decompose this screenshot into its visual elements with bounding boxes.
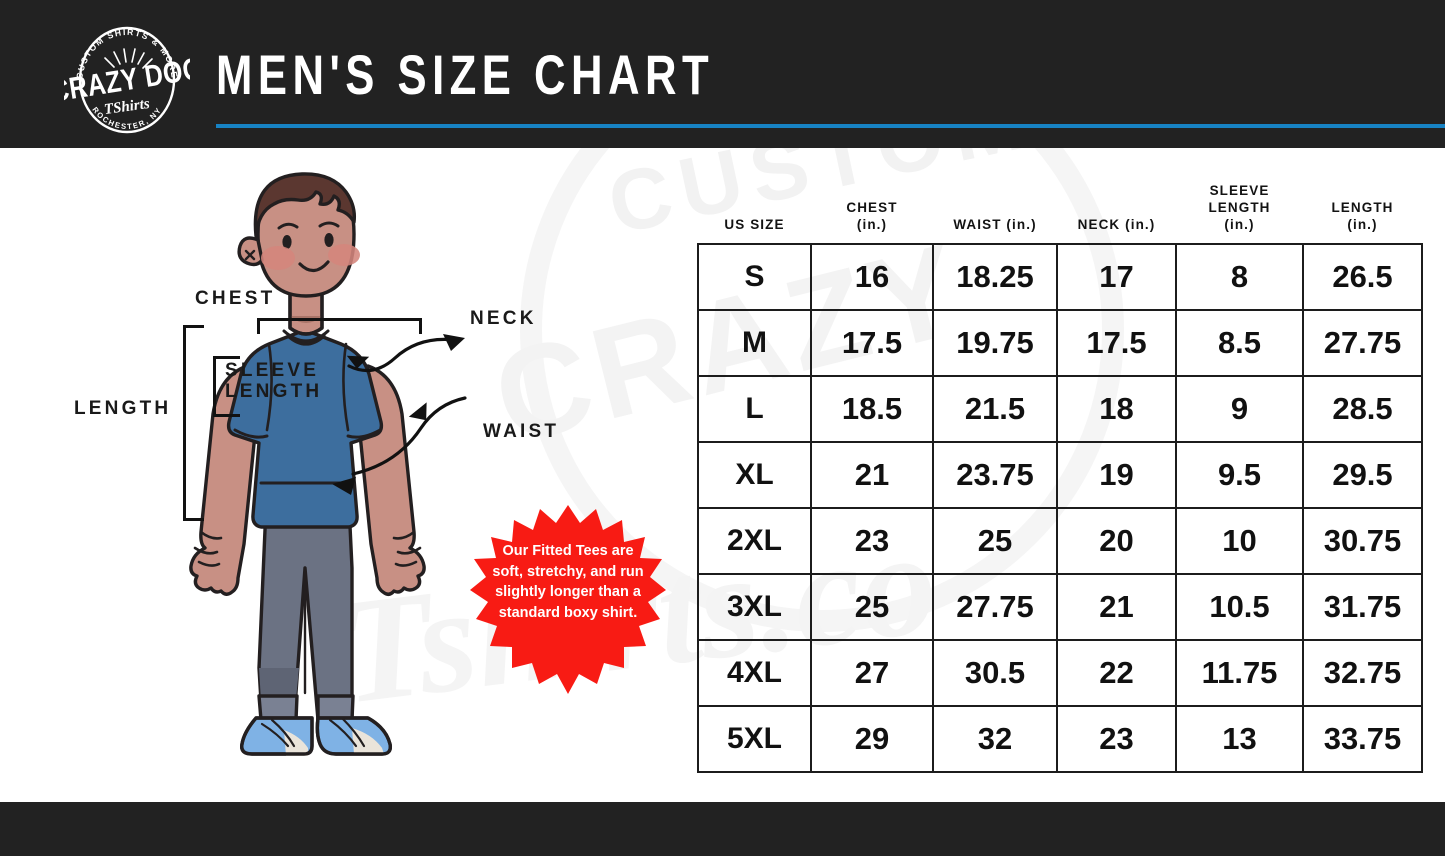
table-row: M 17.5 19.75 17.5 8.5 27.75 [697, 308, 1423, 377]
cell-length: 33.75 [1302, 704, 1423, 773]
cell-neck: 21 [1056, 572, 1177, 641]
table-row: 3XL 25 27.75 21 10.5 31.75 [697, 572, 1423, 641]
cell-waist: 32 [932, 704, 1058, 773]
label-neck: NECK [470, 308, 537, 329]
cell-sleeve-length: 9 [1175, 374, 1304, 443]
cell-sleeve-length: 11.75 [1175, 638, 1304, 707]
table-header-row: US SIZE CHEST (in.) WAIST (in.) NECK (in… [698, 183, 1422, 244]
cell-neck: 22 [1056, 638, 1177, 707]
fitted-tee-callout: Our Fitted Tees are soft, stretchy, and … [470, 505, 666, 713]
sleeve-bracket [213, 356, 240, 417]
cell-waist: 27.75 [932, 572, 1058, 641]
cell-neck: 18 [1056, 374, 1177, 443]
size-table-container: US SIZE CHEST (in.) WAIST (in.) NECK (in… [697, 183, 1423, 773]
cell-us-size: 5XL [697, 704, 812, 773]
cell-sleeve-length: 10.5 [1175, 572, 1304, 641]
column-header-length: LENGTH (in.) [1331, 199, 1394, 232]
male-figure-illustration [0, 148, 690, 802]
cell-waist: 18.25 [932, 242, 1058, 311]
cell-waist: 25 [932, 506, 1058, 575]
chest-bracket [257, 318, 422, 334]
cell-us-size: M [697, 308, 812, 377]
starburst-shape [470, 505, 666, 694]
cell-us-size: L [697, 374, 812, 443]
table-row: 4XL 27 30.5 22 11.75 32.75 [697, 638, 1423, 707]
size-table: US SIZE CHEST (in.) WAIST (in.) NECK (in… [697, 183, 1423, 773]
cell-sleeve-length: 10 [1175, 506, 1304, 575]
cell-chest: 23 [810, 506, 934, 575]
cell-chest: 29 [810, 704, 934, 773]
header-bar: CUSTOM SHIRTS & MORE ROCHESTER, NY CRAZY… [0, 0, 1445, 148]
table-row: L 18.5 21.5 18 9 28.5 [697, 374, 1423, 443]
label-length: LENGTH [74, 398, 172, 419]
cell-waist: 23.75 [932, 440, 1058, 509]
table-row: 5XL 29 32 23 13 33.75 [697, 704, 1423, 773]
cell-chest: 18.5 [810, 374, 934, 443]
label-chest: CHEST [195, 288, 276, 309]
cell-chest: 16 [810, 242, 934, 311]
cell-waist: 19.75 [932, 308, 1058, 377]
callout-text: Our Fitted Tees are soft, stretchy, and … [492, 543, 644, 621]
cell-length: 28.5 [1302, 374, 1423, 443]
cell-us-size: 4XL [697, 638, 812, 707]
column-header-chest: CHEST (in.) [846, 199, 898, 232]
cell-chest: 21 [810, 440, 934, 509]
column-header-us-size: US SIZE [724, 216, 785, 232]
crazy-dog-logo: CUSTOM SHIRTS & MORE ROCHESTER, NY CRAZY… [64, 20, 190, 140]
column-header-neck: NECK (in.) [1077, 216, 1156, 232]
label-waist: WAIST [483, 421, 560, 442]
cell-waist: 30.5 [932, 638, 1058, 707]
footer-bar [0, 802, 1445, 856]
table-row: 2XL 23 25 20 10 30.75 [697, 506, 1423, 575]
cell-length: 30.75 [1302, 506, 1423, 575]
header-accent-rule [216, 124, 1445, 128]
cell-chest: 27 [810, 638, 934, 707]
cell-length: 26.5 [1302, 242, 1423, 311]
cell-us-size: 2XL [697, 506, 812, 575]
label-sleeve-length: SLEEVE LENGTH [225, 360, 323, 403]
table-row: XL 21 23.75 19 9.5 29.5 [697, 440, 1423, 509]
page-title: MEN'S SIZE CHART [216, 43, 715, 106]
cell-waist: 21.5 [932, 374, 1058, 443]
cell-neck: 17 [1056, 242, 1177, 311]
cell-sleeve-length: 9.5 [1175, 440, 1304, 509]
cell-us-size: S [697, 242, 812, 311]
cell-length: 32.75 [1302, 638, 1423, 707]
cell-neck: 23 [1056, 704, 1177, 773]
column-header-sleeve-length: SLEEVE LENGTH (in.) [1208, 183, 1271, 232]
cell-sleeve-length: 13 [1175, 704, 1304, 773]
svg-text:TShirts: TShirts [103, 96, 151, 118]
cell-neck: 17.5 [1056, 308, 1177, 377]
cell-length: 31.75 [1302, 572, 1423, 641]
cell-sleeve-length: 8 [1175, 242, 1304, 311]
cell-sleeve-length: 8.5 [1175, 308, 1304, 377]
cell-neck: 20 [1056, 506, 1177, 575]
cell-neck: 19 [1056, 440, 1177, 509]
cell-us-size: 3XL [697, 572, 812, 641]
cell-chest: 25 [810, 572, 934, 641]
cell-chest: 17.5 [810, 308, 934, 377]
cell-us-size: XL [697, 440, 812, 509]
cell-length: 27.75 [1302, 308, 1423, 377]
table-row: S 16 18.25 17 8 26.5 [697, 242, 1423, 311]
length-bracket [183, 325, 204, 521]
column-header-waist: WAIST (in.) [953, 216, 1037, 232]
cell-length: 29.5 [1302, 440, 1423, 509]
